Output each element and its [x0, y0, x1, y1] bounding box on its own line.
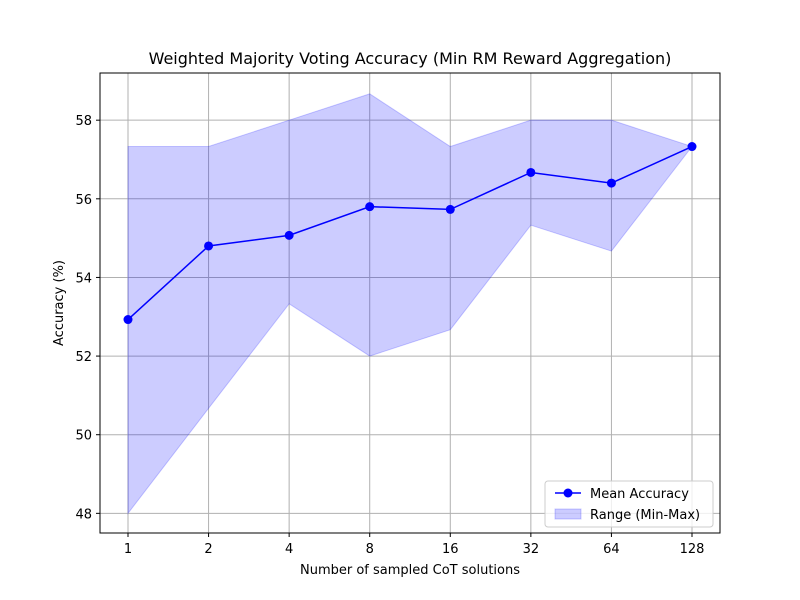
mean-accuracy-point	[526, 167, 536, 177]
x-tick-label: 2	[204, 542, 212, 557]
x-tick-label: 32	[523, 542, 540, 557]
legend-mean-label: Mean Accuracy	[590, 487, 689, 502]
x-tick-label: 8	[366, 542, 374, 557]
chart-title: Weighted Majority Voting Accuracy (Min R…	[149, 49, 672, 68]
y-tick-label: 54	[75, 271, 92, 286]
y-tick-label: 56	[75, 193, 92, 208]
mean-accuracy-point	[284, 230, 294, 240]
grid-lines	[100, 73, 720, 533]
y-tick-label: 50	[75, 429, 92, 444]
legend: Mean Accuracy Range (Min-Max)	[544, 480, 714, 528]
x-tick-label: 16	[442, 542, 459, 557]
x-axis-ticks: 1 2 4 8 16 32 64 128	[124, 533, 705, 557]
mean-accuracy-point	[204, 241, 214, 251]
y-axis-label: Accuracy (%)	[52, 260, 67, 346]
legend-range-label: Range (Min-Max)	[590, 508, 700, 523]
mean-accuracy-point	[687, 142, 697, 152]
range-band	[127, 93, 693, 515]
legend-range-swatch	[554, 508, 582, 520]
y-tick-label: 52	[75, 350, 92, 365]
mean-accuracy-point	[445, 204, 455, 214]
y-tick-label: 58	[75, 114, 92, 129]
x-tick-label: 4	[285, 542, 293, 557]
mean-accuracy-point	[365, 202, 375, 212]
legend-mean-marker	[563, 488, 573, 498]
y-axis-ticks: 48 50 52 54 56 58	[75, 114, 100, 522]
x-tick-label: 128	[680, 542, 705, 557]
y-tick-label: 48	[75, 507, 92, 522]
x-tick-label: 64	[603, 542, 620, 557]
mean-accuracy-point	[123, 315, 133, 325]
range-band-area	[127, 93, 693, 515]
mean-accuracy-point	[606, 178, 616, 188]
mean-accuracy-line	[127, 145, 693, 321]
legend-box	[544, 480, 714, 528]
plot-frame	[99, 72, 721, 534]
x-axis-label: Number of sampled CoT solutions	[300, 563, 520, 578]
x-tick-label: 1	[124, 542, 132, 557]
mean-series	[123, 142, 697, 325]
